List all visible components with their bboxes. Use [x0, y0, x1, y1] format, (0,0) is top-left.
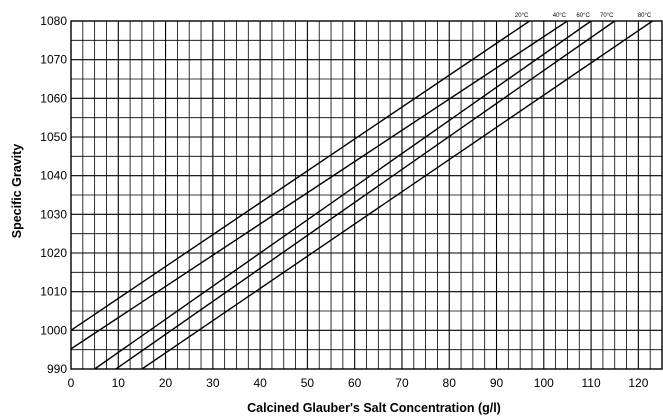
- y-tick-label: 1030: [40, 207, 67, 221]
- x-tick-label: 100: [534, 376, 554, 390]
- x-tick-label: 90: [490, 376, 504, 390]
- x-tick-label: 30: [206, 376, 220, 390]
- y-tick-label: 1000: [40, 323, 67, 337]
- series-line: [70, 20, 531, 331]
- plot-frame: [70, 20, 663, 370]
- series-lines: [70, 20, 653, 370]
- y-tick-label: 1050: [40, 130, 67, 144]
- series-line: [94, 20, 592, 370]
- x-tick-label: 10: [112, 376, 126, 390]
- y-tick-label: 1020: [40, 246, 67, 260]
- y-tick-label: 1040: [40, 169, 67, 183]
- series-label: 40°C: [553, 13, 567, 19]
- x-tick-label: 60: [348, 376, 362, 390]
- y-tick-label: 1070: [40, 53, 67, 67]
- y-tick-label: 1010: [40, 285, 67, 299]
- x-tick-label: 50: [301, 376, 315, 390]
- series-label: 60°C: [576, 13, 590, 19]
- series-labels: 20°C 40°C 60°C 70°C 80°C: [515, 13, 652, 19]
- x-tick-label: 70: [395, 376, 409, 390]
- series-label: 80°C: [638, 13, 652, 19]
- series-label: 20°C: [515, 13, 529, 19]
- x-tick-label: 80: [443, 376, 457, 390]
- plot-border: [70, 20, 663, 370]
- x-axis-title: Calcined Glauber's Salt Concentration (g…: [247, 401, 501, 415]
- series-line: [115, 20, 616, 370]
- x-tick-label: 20: [159, 376, 173, 390]
- y-tick-label: 1080: [40, 14, 67, 28]
- series-line: [141, 20, 653, 370]
- x-tick-label: 110: [582, 376, 601, 390]
- x-tick-label: 0: [68, 376, 75, 390]
- series-label: 70°C: [600, 13, 614, 19]
- y-tick-label: 990: [47, 362, 67, 376]
- y-tick-label: 1060: [40, 91, 67, 105]
- x-tick-label: 120: [628, 376, 648, 390]
- y-axis-title: Specific Gravity: [10, 144, 24, 239]
- x-tick-label: 40: [253, 376, 267, 390]
- series-line: [70, 20, 568, 350]
- grid: [71, 21, 662, 369]
- tick-labels: 0 10 20 30 40 50 60 70 80 90 100 110 120990100010101…: [40, 14, 648, 390]
